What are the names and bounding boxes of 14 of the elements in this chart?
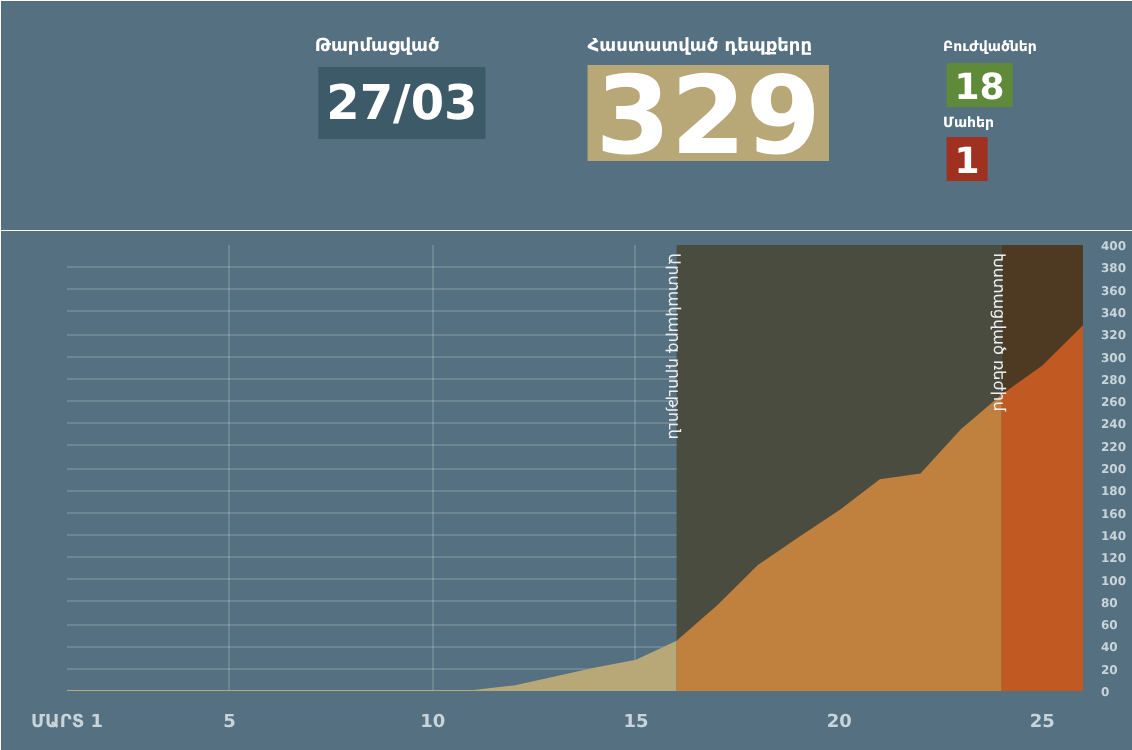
text: Թարմացված xyxy=(314,37,440,57)
x-tick-label: 20 xyxy=(826,713,852,733)
band-label: Արտակարգ դրություն xyxy=(664,253,683,440)
x-tick-label: 25 xyxy=(1029,713,1055,733)
text: 18 xyxy=(954,67,1005,109)
text: 329 xyxy=(595,53,822,179)
x-tick-label: 10 xyxy=(420,713,446,733)
text: Հաստատված դեպքերը xyxy=(587,37,813,57)
band-label: Խստացված ռեժիմ xyxy=(989,253,1008,414)
x-tick-label: 15 xyxy=(623,713,649,733)
text: 1 xyxy=(954,141,980,183)
text: 27/03 xyxy=(326,75,478,131)
x-tick-label: 5 xyxy=(223,713,236,733)
x-tick-label: ՄԱՐՏ 1 xyxy=(31,713,103,733)
